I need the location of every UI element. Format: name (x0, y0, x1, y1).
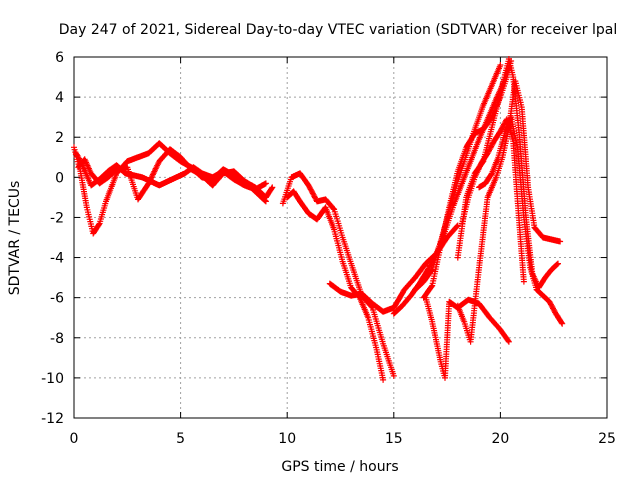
series-track-11 (454, 78, 564, 345)
data-markers (454, 78, 564, 345)
series-track-3 (73, 150, 269, 193)
series-track-13 (476, 114, 566, 327)
y-tick-label: -12 (41, 411, 64, 427)
y-tick-label: -2 (50, 210, 64, 226)
data-markers (73, 150, 269, 193)
y-axis-label: SDTVAR / TECUs (7, 181, 23, 296)
data-markers (390, 64, 512, 317)
x-tick-label: 20 (491, 431, 509, 447)
series-track-7 (390, 64, 512, 317)
data-markers (476, 114, 566, 327)
series-track-5 (279, 170, 397, 379)
series-track-1 (71, 140, 269, 237)
y-tick-label: -10 (41, 371, 64, 387)
data-markers (279, 170, 397, 379)
y-tick-label: 0 (55, 170, 64, 186)
y-tick-label: -8 (50, 331, 64, 347)
data-markers (459, 116, 527, 285)
y-tick-label: -4 (50, 251, 64, 267)
data-points (71, 56, 566, 383)
x-tick-label: 10 (278, 431, 296, 447)
series-track-14 (459, 116, 527, 285)
y-tick-label: 4 (55, 90, 64, 106)
x-tick-label: 15 (385, 431, 403, 447)
x-tick-label: 0 (70, 431, 79, 447)
data-markers (454, 56, 561, 291)
x-axis-label: GPS time / hours (281, 459, 398, 475)
chart-title: Day 247 of 2021, Sidereal Day-to-day VTE… (59, 22, 617, 38)
axis-ticks: 0 5 10 15 20 25 -12 -10 -8 -6 -4 -2 0 2 4 6 (41, 50, 616, 447)
x-tick-label: 25 (598, 431, 616, 447)
series-track-12 (454, 56, 561, 291)
plot-frame (73, 56, 608, 419)
y-tick-label: 2 (55, 130, 64, 146)
y-tick-label: -6 (50, 291, 64, 307)
y-tick-label: 6 (55, 50, 64, 66)
x-tick-label: 5 (176, 431, 185, 447)
data-markers (71, 140, 269, 237)
